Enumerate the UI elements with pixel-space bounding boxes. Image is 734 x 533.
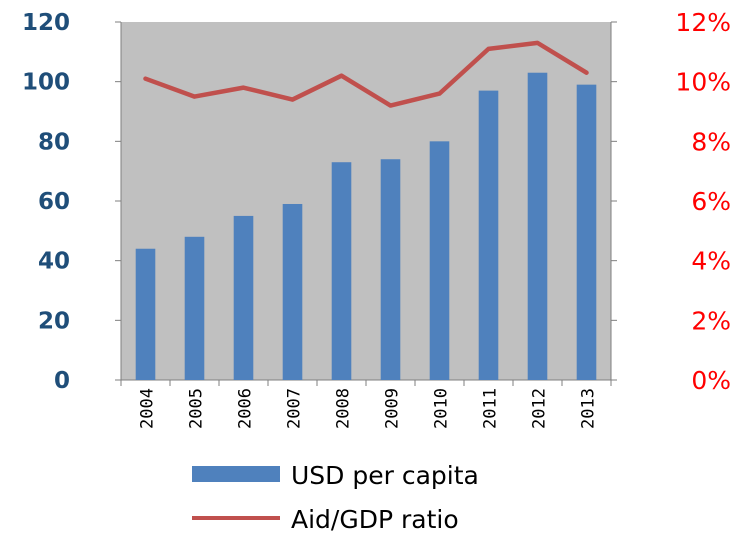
left-tick-label: 40 xyxy=(38,249,70,275)
legend-swatch-bar xyxy=(192,466,280,482)
x-tick-label: 2008 xyxy=(334,388,354,429)
bar-2007 xyxy=(282,203,303,380)
right-tick-label: 2% xyxy=(691,306,731,335)
legend-label-line: Aid/GDP ratio xyxy=(291,505,459,533)
x-tick-label: 2005 xyxy=(187,388,207,429)
bar-2005 xyxy=(184,236,205,380)
bar-2013 xyxy=(576,84,597,381)
bar-2009 xyxy=(380,159,401,380)
bar-2006 xyxy=(233,215,254,380)
bar-2004 xyxy=(135,248,156,380)
line-aid-gdp-ratio xyxy=(143,40,589,108)
x-tick-label: 2011 xyxy=(481,388,501,429)
left-tick-label: 0 xyxy=(54,368,70,394)
x-tick-label: 2007 xyxy=(285,388,305,429)
right-tick-label: 4% xyxy=(691,247,731,276)
left-tick-label: 20 xyxy=(38,308,70,334)
right-tick-label: 6% xyxy=(691,187,731,216)
x-tick-label: 2009 xyxy=(383,388,403,429)
x-tick-label: 2012 xyxy=(530,388,550,429)
left-tick-label: 60 xyxy=(38,189,70,215)
left-tick-label: 100 xyxy=(22,70,70,96)
x-tick-label: 2013 xyxy=(579,388,599,429)
right-tick-label: 0% xyxy=(691,366,731,395)
left-tick-label: 120 xyxy=(22,10,70,36)
x-tick-label: 2010 xyxy=(432,388,452,429)
bar-2008 xyxy=(331,162,352,380)
right-tick-label: 8% xyxy=(691,127,731,156)
left-tick-label: 80 xyxy=(38,129,70,155)
legend-label-bar: USD per capita xyxy=(291,461,479,490)
bar-2011 xyxy=(478,90,499,380)
right-tick-label: 12% xyxy=(675,8,731,37)
right-tick-label: 10% xyxy=(675,68,731,97)
x-tick-label: 2004 xyxy=(138,388,158,429)
bar-2010 xyxy=(429,141,450,380)
bar-2012 xyxy=(527,72,548,380)
x-tick-label: 2006 xyxy=(236,388,256,429)
